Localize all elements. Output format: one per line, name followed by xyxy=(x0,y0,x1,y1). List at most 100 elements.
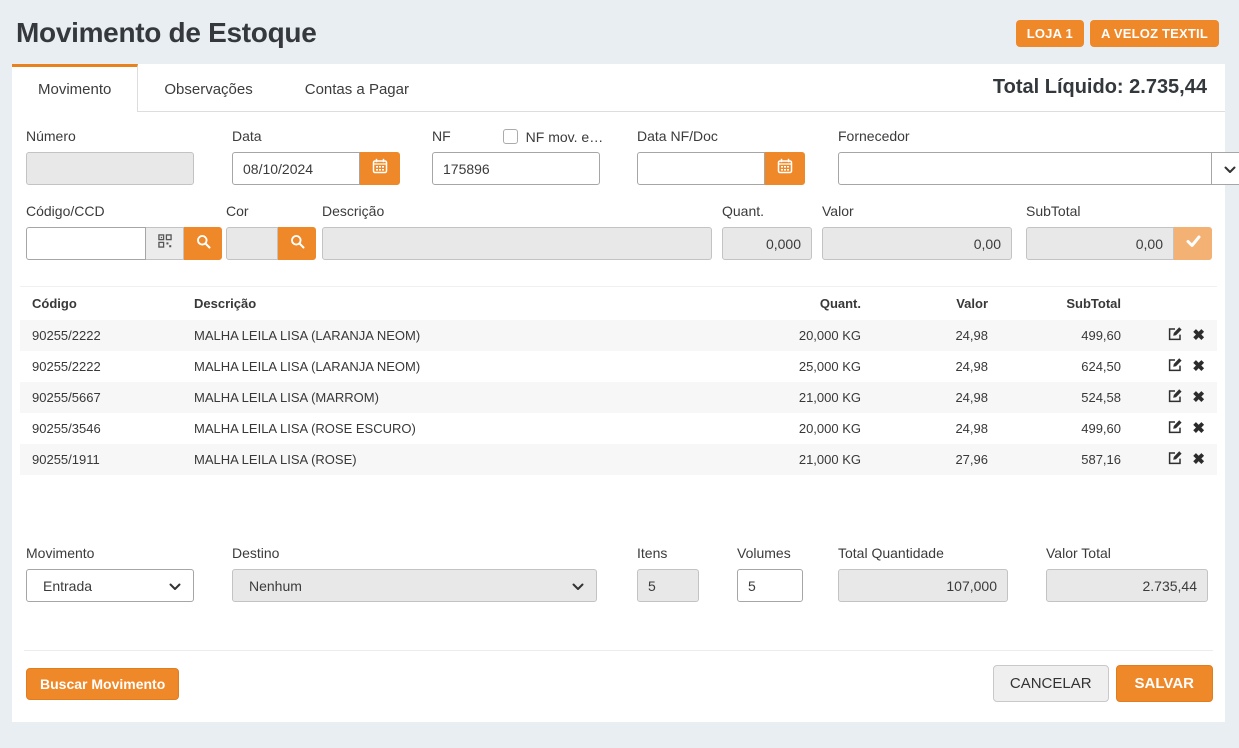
valor-total-field xyxy=(1046,569,1208,602)
codigo-ccd-label: Código/CCD xyxy=(26,203,222,220)
delete-row-button[interactable]: ✖ xyxy=(1192,359,1205,374)
chevron-down-icon xyxy=(1224,161,1236,177)
cell-descricao: MALHA LEILA LISA (LARANJA NEOM) xyxy=(194,328,728,343)
edit-icon xyxy=(1167,419,1183,438)
cell-valor: 27,96 xyxy=(861,452,988,467)
numero-label: Número xyxy=(26,128,194,145)
cell-quant: 20,000 KG xyxy=(728,328,861,343)
store-button-loja1[interactable]: LOJA 1 xyxy=(1016,20,1084,47)
nf-mov-checkbox[interactable] xyxy=(503,129,518,144)
fornecedor-label: Fornecedor xyxy=(838,128,1212,145)
movimento-select[interactable]: Entrada xyxy=(26,569,194,602)
fornecedor-select[interactable] xyxy=(1211,152,1239,185)
header-quant: Quant. xyxy=(728,296,861,311)
cell-valor: 24,98 xyxy=(861,421,988,436)
cell-descricao: MALHA LEILA LISA (LARANJA NEOM) xyxy=(194,359,728,374)
codigo-ccd-field[interactable] xyxy=(26,227,146,260)
tab-observacoes[interactable]: Observações xyxy=(138,64,278,111)
valor-total-label: Valor Total xyxy=(1046,545,1208,562)
calendar-icon xyxy=(372,158,388,179)
header-subtotal: SubTotal xyxy=(988,296,1121,311)
edit-icon xyxy=(1167,450,1183,469)
volumes-label: Volumes xyxy=(737,545,803,562)
cell-codigo: 90255/3546 xyxy=(20,421,194,436)
confirm-item-button[interactable] xyxy=(1174,227,1212,260)
valor-label: Valor xyxy=(822,203,1012,220)
buscar-movimento-button[interactable]: Buscar Movimento xyxy=(26,668,179,700)
cell-quant: 21,000 KG xyxy=(728,452,861,467)
cell-codigo: 90255/2222 xyxy=(20,328,194,343)
edit-row-button[interactable] xyxy=(1167,326,1183,345)
check-icon xyxy=(1186,235,1201,253)
footer-actions: Buscar Movimento CANCELAR SALVAR xyxy=(24,650,1213,718)
tab-contas-a-pagar[interactable]: Contas a Pagar xyxy=(279,64,435,111)
search-icon xyxy=(196,234,211,254)
destino-label: Destino xyxy=(232,545,597,562)
itens-field xyxy=(637,569,699,602)
edit-row-button[interactable] xyxy=(1167,450,1183,469)
header-codigo: Código xyxy=(20,296,194,311)
cell-codigo: 90255/2222 xyxy=(20,359,194,374)
quant-label: Quant. xyxy=(722,203,812,220)
edit-row-button[interactable] xyxy=(1167,388,1183,407)
data-nf-doc-label: Data NF/Doc xyxy=(637,128,805,145)
data-nf-doc-calendar-button[interactable] xyxy=(765,152,805,185)
codigo-search-button[interactable] xyxy=(184,227,222,260)
subtotal-field xyxy=(1026,227,1174,260)
nf-mov-checkbox-label[interactable]: NF mov. e… xyxy=(526,129,604,145)
total-quantidade-field xyxy=(838,569,1008,602)
salvar-button[interactable]: SALVAR xyxy=(1116,665,1213,702)
header-descricao: Descrição xyxy=(194,296,728,311)
subtotal-label: SubTotal xyxy=(1026,203,1212,220)
main-panel: Movimento Observações Contas a Pagar Tot… xyxy=(12,64,1225,722)
cancelar-button[interactable]: CANCELAR xyxy=(993,665,1109,702)
cell-valor: 24,98 xyxy=(861,328,988,343)
nf-field[interactable] xyxy=(432,152,600,185)
delete-row-button[interactable]: ✖ xyxy=(1192,452,1205,467)
volumes-field[interactable] xyxy=(737,569,803,602)
destino-select-value: Nenhum xyxy=(249,578,572,594)
data-calendar-button[interactable] xyxy=(360,152,400,185)
delete-row-button[interactable]: ✖ xyxy=(1192,328,1205,343)
cell-descricao: MALHA LEILA LISA (MARROM) xyxy=(194,390,728,405)
cell-subtotal: 587,16 xyxy=(988,452,1121,467)
form-row-2: Código/CCD xyxy=(26,203,1212,260)
destino-select: Nenhum xyxy=(232,569,597,602)
edit-row-button[interactable] xyxy=(1167,357,1183,376)
valor-field xyxy=(822,227,1012,260)
table-row: 90255/5667 MALHA LEILA LISA (MARROM) 21,… xyxy=(20,382,1217,413)
cell-descricao: MALHA LEILA LISA (ROSE ESCURO) xyxy=(194,421,728,436)
edit-icon xyxy=(1167,357,1183,376)
cell-subtotal: 499,60 xyxy=(988,328,1121,343)
numero-field xyxy=(26,152,194,185)
edit-icon xyxy=(1167,388,1183,407)
delete-icon: ✖ xyxy=(1192,421,1205,436)
tab-movimento[interactable]: Movimento xyxy=(12,64,138,112)
tab-bar: Movimento Observações Contas a Pagar Tot… xyxy=(12,64,1225,112)
fornecedor-code-field[interactable] xyxy=(838,152,1212,185)
chevron-down-icon xyxy=(572,578,584,594)
nf-label: NF xyxy=(432,128,451,145)
qr-scan-button[interactable] xyxy=(146,227,184,260)
cell-valor: 24,98 xyxy=(861,390,988,405)
items-table: Código Descrição Quant. Valor SubTotal 9… xyxy=(20,286,1217,475)
cor-search-button[interactable] xyxy=(278,227,316,260)
search-icon xyxy=(290,234,305,254)
data-field[interactable] xyxy=(232,152,360,185)
header-valor: Valor xyxy=(861,296,988,311)
cell-codigo: 90255/1911 xyxy=(20,452,194,467)
cell-quant: 25,000 KG xyxy=(728,359,861,374)
store-button-company[interactable]: A VELOZ TEXTIL xyxy=(1090,20,1219,47)
itens-label: Itens xyxy=(637,545,699,562)
edit-row-button[interactable] xyxy=(1167,419,1183,438)
page-header: Movimento de Estoque LOJA 1 A VELOZ TEXT… xyxy=(0,0,1239,64)
qr-code-icon xyxy=(158,234,172,253)
delete-row-button[interactable]: ✖ xyxy=(1192,390,1205,405)
cell-codigo: 90255/5667 xyxy=(20,390,194,405)
data-nf-doc-field[interactable] xyxy=(637,152,765,185)
descricao-field xyxy=(322,227,712,260)
store-buttons: LOJA 1 A VELOZ TEXTIL xyxy=(1016,20,1219,47)
cell-quant: 20,000 KG xyxy=(728,421,861,436)
delete-row-button[interactable]: ✖ xyxy=(1192,421,1205,436)
form-row-1: Número Data xyxy=(26,128,1212,185)
